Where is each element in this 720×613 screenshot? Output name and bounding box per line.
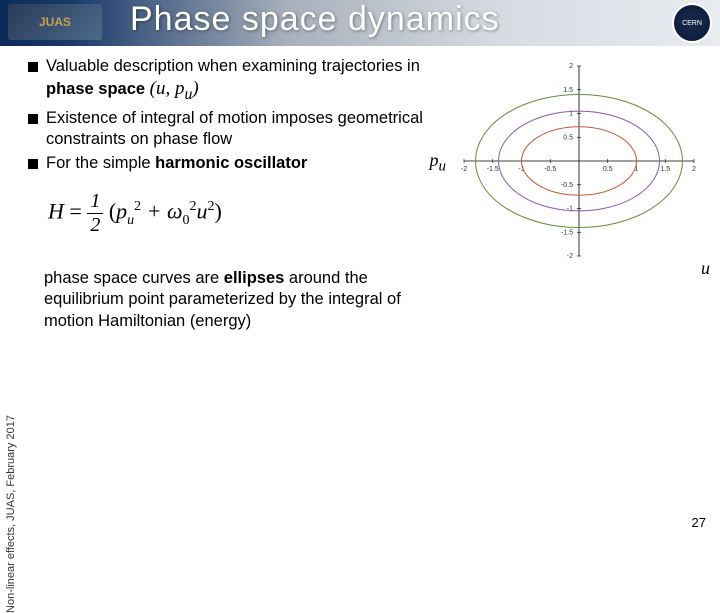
x-axis-label: u: [701, 258, 710, 279]
side-caption: Non-linear effects, JUAS, February 2017: [3, 260, 19, 520]
svg-text:-0.5: -0.5: [544, 166, 556, 173]
bullet-list: Valuable description when examining traj…: [28, 56, 438, 176]
svg-text:-2: -2: [461, 166, 467, 173]
y-axis-label: pu: [430, 150, 447, 176]
bullet-text: Existence of integral of motion imposes …: [46, 108, 438, 151]
bullet-item: Existence of integral of motion imposes …: [28, 108, 438, 151]
svg-text:0.5: 0.5: [603, 166, 613, 173]
bullet-item: Valuable description when examining traj…: [28, 56, 438, 106]
slide-title: Phase space dynamics: [130, 0, 500, 39]
hamiltonian-formula: H = 12 (pu2 + ω02u2): [48, 190, 222, 237]
math-inline: (u, pu): [150, 78, 199, 99]
svg-text:-1.5: -1.5: [487, 166, 499, 173]
page-number: 27: [692, 515, 706, 530]
slide-header: JUAS Phase space dynamics CERN: [0, 0, 720, 46]
bullet-marker: [28, 114, 38, 124]
bullet-marker: [28, 159, 38, 169]
svg-text:1.5: 1.5: [563, 87, 573, 94]
bullet-bold: phase space: [46, 80, 145, 98]
chart-svg: -2-2-1.5-1.5-1-1-0.5-0.50.50.5111.51.522: [454, 56, 704, 266]
svg-text:-1: -1: [518, 166, 524, 173]
bullet-text: Valuable description when examining traj…: [46, 57, 420, 75]
svg-text:-1.5: -1.5: [561, 229, 573, 236]
bullet-bold: harmonic oscillator: [155, 154, 307, 172]
description-paragraph: phase space curves are ellipses around t…: [44, 268, 404, 332]
cern-logo: CERN: [672, 3, 712, 43]
juas-logo: JUAS: [8, 4, 102, 40]
phase-space-chart: -2-2-1.5-1.5-1-1-0.5-0.50.50.5111.51.522: [454, 56, 704, 266]
svg-text:2: 2: [692, 166, 696, 173]
bullet-text: For the simple: [46, 154, 155, 172]
bullet-marker: [28, 62, 38, 72]
svg-text:-0.5: -0.5: [561, 182, 573, 189]
svg-text:1.5: 1.5: [660, 166, 670, 173]
bullet-item: For the simple harmonic oscillator: [28, 153, 438, 174]
svg-text:0.5: 0.5: [563, 134, 573, 141]
svg-text:-2: -2: [567, 253, 573, 260]
svg-text:-1: -1: [567, 206, 573, 213]
svg-text:2: 2: [569, 63, 573, 70]
